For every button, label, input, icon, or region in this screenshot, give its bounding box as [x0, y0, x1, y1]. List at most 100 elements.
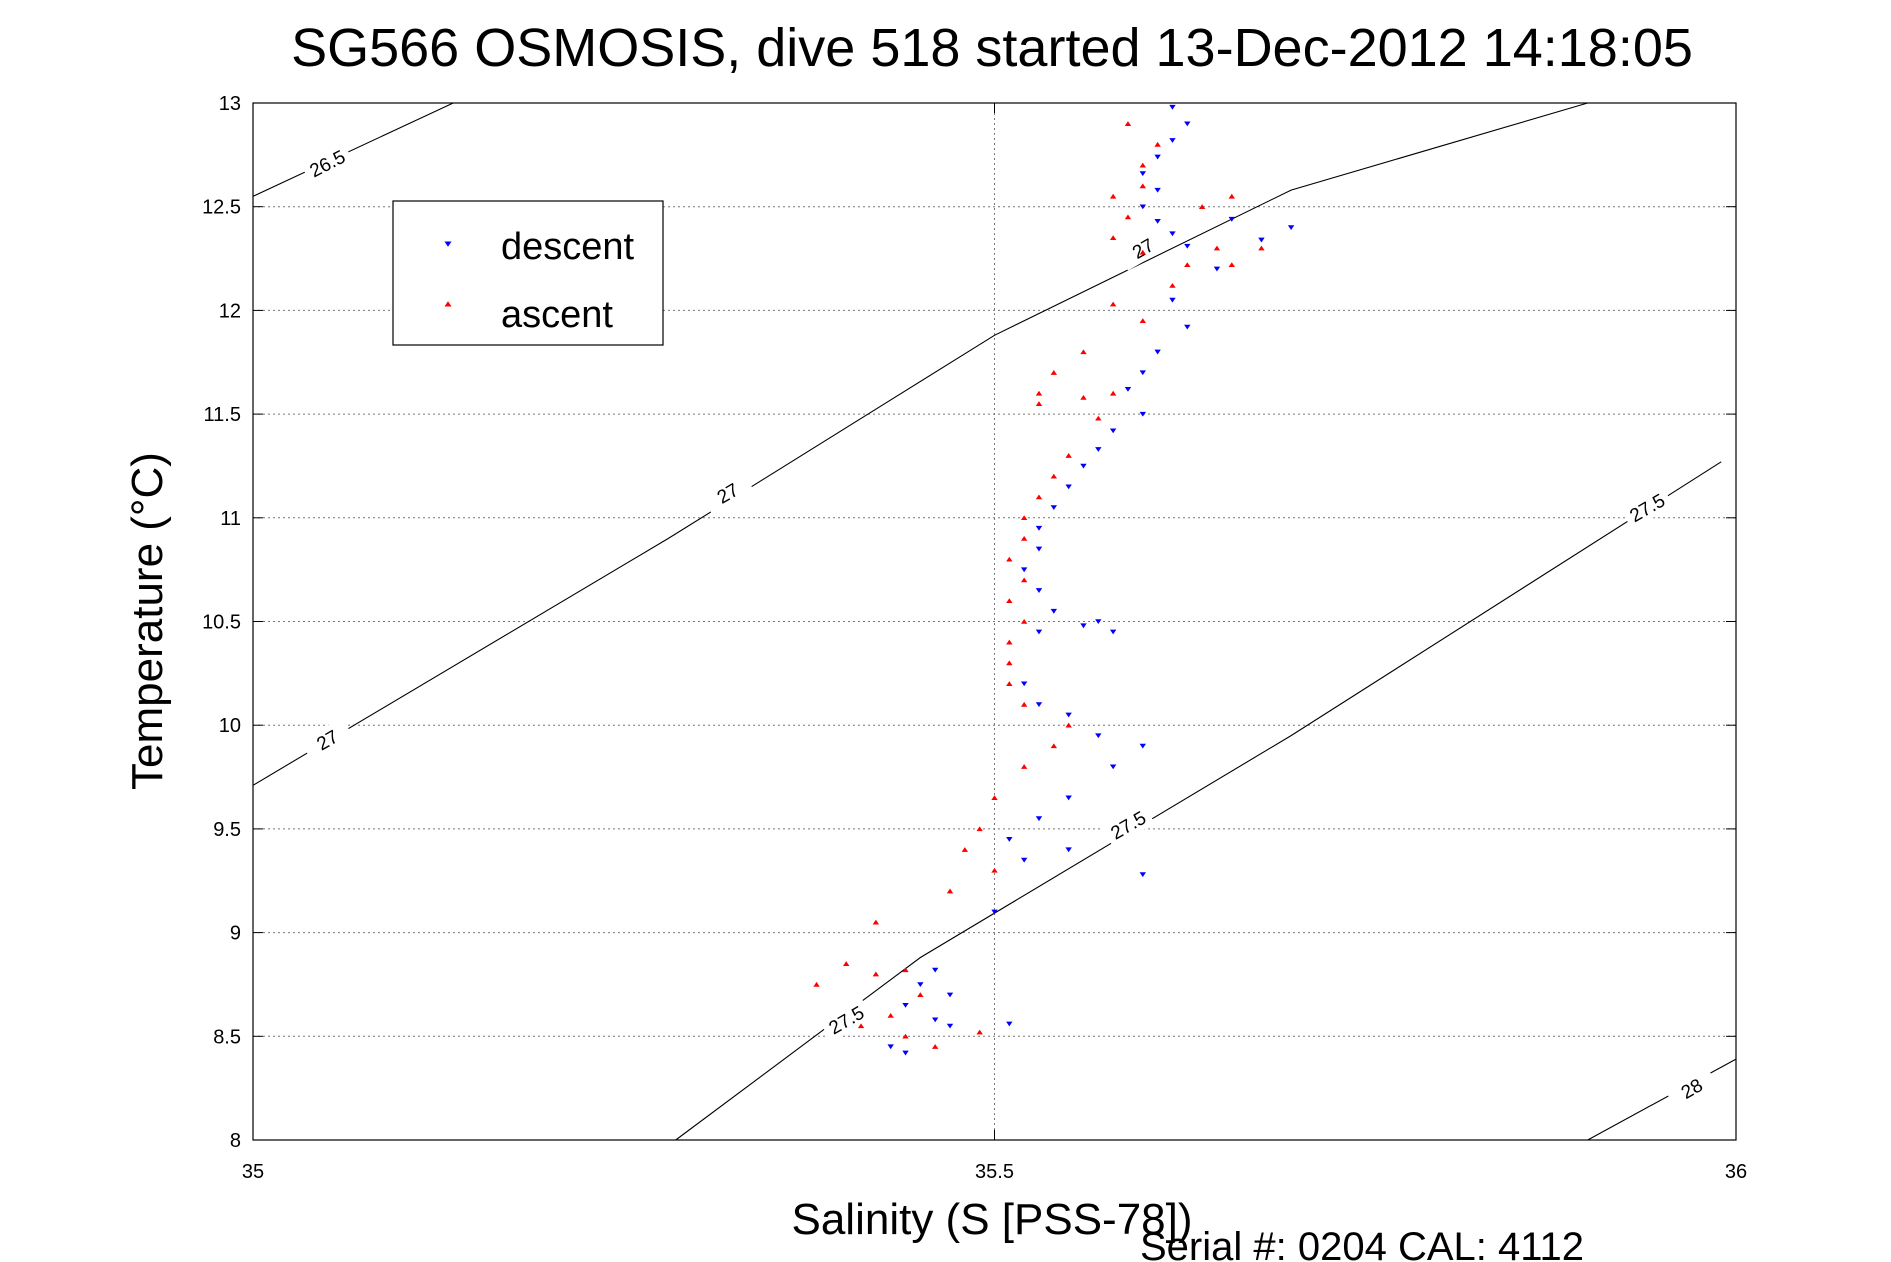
ascent-point	[813, 981, 820, 987]
ascent-point	[1080, 394, 1087, 400]
y-tick-label: 12.5	[202, 197, 241, 219]
ascent-point	[1050, 743, 1058, 749]
descent-point	[1139, 204, 1146, 210]
legend-box	[392, 200, 664, 346]
ascent-point	[1213, 245, 1221, 251]
ascent-point	[1258, 245, 1265, 251]
descent-point	[1139, 872, 1146, 878]
descent-point	[1169, 104, 1176, 110]
ascent-series	[813, 121, 1265, 1049]
x-axis-label: Salinity (S [PSS-78])	[791, 1195, 1192, 1244]
descent-point	[1109, 629, 1117, 635]
descent-point	[991, 909, 998, 915]
ascent-point	[1020, 535, 1028, 541]
descent-point	[1184, 121, 1191, 127]
ascent-point	[931, 1044, 939, 1049]
ascent-point	[1184, 262, 1191, 268]
serial-cal-label: Serial #: 0204 CAL: 4112	[1140, 1225, 1584, 1262]
ascent-point	[1050, 473, 1058, 479]
ascent-point	[1139, 318, 1146, 324]
ascent-point	[1109, 301, 1117, 307]
descent-point	[946, 992, 954, 998]
ascent-point	[1124, 121, 1132, 126]
grid	[253, 103, 1736, 1140]
descent-point	[1154, 218, 1161, 224]
contour-label-background	[300, 141, 354, 185]
ascent-point	[1006, 598, 1013, 603]
ascent-point	[1124, 214, 1132, 220]
descent-point	[1020, 681, 1028, 687]
chart-title: SG566 OSMOSIS, dive 518 started 13-Dec-2…	[291, 18, 1693, 78]
ascent-point	[1020, 701, 1028, 707]
descent-point	[1169, 297, 1176, 303]
descent-point	[1080, 463, 1087, 469]
descent-point	[1139, 370, 1146, 376]
ascent-point	[991, 795, 998, 801]
ascent-point	[1020, 515, 1028, 521]
legend-label-ascent: ascent	[501, 294, 613, 336]
ascent-point	[1050, 370, 1058, 375]
legend-label-descent: descent	[501, 226, 635, 268]
contour-label-background	[819, 997, 873, 1043]
y-tick-label: 9	[230, 923, 241, 945]
ascent-point	[1154, 141, 1161, 147]
descent-point	[1095, 733, 1102, 739]
ascent-point	[1109, 193, 1117, 199]
x-tick-label: 35.5	[975, 1161, 1014, 1183]
descent-point	[1169, 138, 1176, 143]
descent-point	[1020, 857, 1028, 863]
contour-label-background	[700, 470, 755, 516]
axis-ticks: 35 35.5 36 8 8.5 9 9.5 10 10.5 11 11.5 12 12.5 13	[202, 93, 1747, 1183]
descent-point	[1139, 411, 1146, 417]
ascent-point	[1228, 193, 1235, 199]
ascent-point	[1198, 204, 1206, 209]
legend-marker-descent	[444, 241, 452, 247]
ascent-point	[1020, 618, 1028, 624]
descent-point	[1006, 1021, 1013, 1027]
descent-point	[1184, 243, 1191, 249]
descent-point	[1050, 505, 1058, 510]
ascent-point	[1080, 349, 1087, 355]
ascent-point	[917, 992, 924, 998]
descent-point	[902, 1050, 909, 1056]
descent-point	[1213, 266, 1221, 272]
descent-point	[1258, 237, 1265, 243]
contour-label-background	[1116, 225, 1170, 271]
descent-point	[1154, 154, 1161, 160]
ascent-point	[1228, 262, 1235, 268]
y-tick-label: 10	[219, 715, 241, 737]
ascent-point	[1035, 390, 1043, 396]
ascent-point	[961, 847, 969, 852]
descent-point	[1154, 187, 1161, 193]
descent-point	[1035, 525, 1043, 531]
density-contour-line	[252, 102, 454, 197]
contour-label-background	[1620, 485, 1674, 530]
ascent-point	[1065, 722, 1072, 728]
y-tick-label: 8.5	[213, 1026, 241, 1048]
descent-point	[1154, 349, 1161, 355]
y-tick-label: 11.5	[204, 404, 241, 426]
descent-point	[1080, 623, 1087, 629]
descent-point	[1184, 324, 1191, 330]
y-tick-label: 13	[219, 93, 241, 115]
descent-point	[902, 1002, 909, 1008]
descent-point	[887, 1044, 894, 1050]
descent-point	[1095, 447, 1102, 452]
ascent-point	[1006, 639, 1013, 645]
ascent-point	[976, 826, 983, 832]
descent-point	[946, 1023, 954, 1029]
ascent-point	[1139, 162, 1146, 168]
density-contour-line	[252, 102, 1588, 786]
descent-point	[1035, 546, 1043, 552]
legend: descent ascent	[392, 200, 664, 346]
descent-point	[1020, 567, 1028, 573]
descent-point	[1065, 795, 1072, 801]
descent-point	[1065, 712, 1072, 718]
ascent-point	[946, 888, 954, 894]
descent-point	[931, 1017, 939, 1023]
ascent-point	[1035, 494, 1043, 500]
ascent-point	[1065, 453, 1072, 458]
y-tick-label: 10.5	[202, 612, 241, 634]
descent-point	[1109, 764, 1117, 770]
descent-point	[1050, 608, 1058, 614]
